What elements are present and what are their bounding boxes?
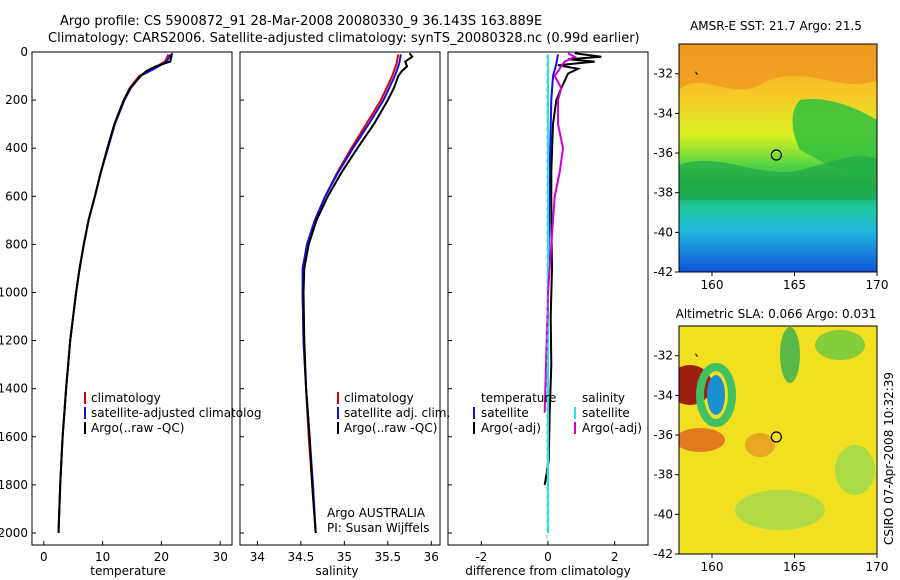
sla-axes: 160 165 170 -32 -34 -36 -38 -40 -42 [653, 349, 888, 574]
series-argo-raw-qc- [57, 53, 173, 534]
y-tick-label: 1200 [0, 334, 28, 348]
sst-map-title: AMSR-E SST: 21.7 Argo: 21.5 [690, 19, 862, 33]
legend-label-temp-argo: Argo(-adj) [481, 421, 541, 435]
map-y-tick-label: -32 [653, 67, 673, 81]
salinity-legend: climatology satellite adj. clim. Argo(..… [327, 391, 450, 535]
argo-position-marker [770, 149, 782, 161]
x-tick-label: 2 [611, 550, 619, 564]
annotation-pi: PI: Susan Wijffels [327, 521, 429, 535]
map-y-tick-label: -36 [653, 146, 673, 160]
map-y-tick-label: -42 [653, 265, 673, 279]
y-tick-label: 2000 [0, 526, 28, 540]
sla-green-patch-3 [735, 490, 825, 530]
y-tick-label: 400 [5, 141, 28, 155]
temperature-plot: 0 10 20 30 0 200 400 600 800 1000 1200 1400 1600 1800… [0, 45, 228, 564]
map-y-tick-label: -32 [653, 349, 673, 363]
difference-plot: -2 0 2 [448, 51, 619, 564]
salinity-panel [239, 51, 441, 546]
series-salinity-argo-adj- [543, 52, 577, 413]
y-tick-label: 800 [5, 237, 28, 251]
x-tick-label: 36 [424, 550, 439, 564]
figure-title-line2: Climatology: CARS2006. Satellite-adjuste… [48, 31, 640, 46]
legend-title-salinity: salinity [582, 391, 625, 405]
difference-legend: temperature satellite Argo(-adj) salinit… [473, 391, 642, 435]
sla-low-patch [707, 375, 725, 415]
sla-map-frame [678, 325, 878, 555]
map-x-tick-label: 165 [783, 560, 806, 574]
legend-label-satellite: satellite adj. clim. [344, 406, 450, 420]
sst-heatmap [679, 44, 877, 272]
map-x-tick-label: 170 [866, 560, 889, 574]
map-y-tick-label: -42 [653, 547, 673, 561]
map-y-tick-label: -40 [653, 225, 673, 239]
sla-orange-patch-2 [745, 433, 775, 457]
map-x-tick-label: 165 [783, 278, 806, 292]
sla-green-patch-1 [780, 327, 800, 383]
difference-xlabel: difference from climatology [465, 564, 631, 578]
y-tick-label: 200 [5, 93, 28, 107]
annotation-argo-australia: Argo AUSTRALIA [327, 506, 426, 520]
y-tick-label: 0 [20, 45, 28, 59]
y-tick-label: 1800 [0, 478, 28, 492]
map-y-tick-label: -34 [653, 106, 673, 120]
sla-low-ring [696, 363, 736, 427]
map-y-tick-label: -36 [653, 428, 673, 442]
legend-label-argo: Argo(..raw -QC) [344, 421, 437, 435]
map-x-tick-label: 170 [866, 278, 889, 292]
map-y-tick-label: -38 [653, 186, 673, 200]
x-tick-label: 0 [544, 550, 552, 564]
sst-front-patch [679, 155, 877, 200]
x-tick-label: 35.5 [374, 550, 401, 564]
legend-label-argo: Argo(..raw -QC) [91, 421, 184, 435]
map-y-tick-label: -40 [653, 507, 673, 521]
y-tick-label: 1600 [0, 430, 28, 444]
sla-green-patch-2 [815, 330, 865, 360]
legend-label-climatology: climatology [344, 391, 414, 405]
temperature-xlabel: temperature [90, 564, 165, 578]
map-y-tick-label: -38 [653, 468, 673, 482]
legend-label-temp-satellite: satellite [481, 406, 529, 420]
sla-map-title: Altimetric SLA: 0.066 Argo: 0.031 [676, 307, 877, 321]
y-tick-label: 600 [5, 189, 28, 203]
legend-label-sal-argo: Argo(-adj) [582, 421, 642, 435]
x-tick-label: -2 [475, 550, 487, 564]
island-mark [695, 353, 698, 358]
island-mark [695, 71, 698, 76]
x-tick-label: 20 [154, 550, 169, 564]
sla-orange-patch [679, 428, 725, 452]
salinity-plot: 34 34.5 35 35.5 36 [240, 51, 439, 564]
sst-map-frame [678, 43, 878, 273]
map-y-tick-label: -34 [653, 388, 673, 402]
temperature-panel [31, 51, 233, 546]
sst-warm-patch [679, 44, 877, 90]
legend-title-temperature: temperature [481, 391, 556, 405]
sst-axes: 160 165 170 -32 -34 -36 -38 -40 -42 [653, 67, 888, 292]
y-tick-label: 1000 [0, 285, 28, 299]
legend-label-sal-satellite: satellite [582, 406, 630, 420]
x-tick-label: 30 [213, 550, 228, 564]
sla-green-patch-4 [835, 445, 875, 495]
temperature-legend: climatology satellite-adjusted climatolo… [84, 391, 261, 435]
series-temperature-argo-adj- [543, 52, 602, 486]
footer-credit: CSIRO 07-Apr-2008 10:32:39 [882, 372, 896, 545]
figure-title-line1: Argo profile: CS 5900872_91 28-Mar-2008 … [60, 14, 542, 29]
argo-position-marker [770, 431, 782, 443]
y-tick-label: 1400 [0, 382, 28, 396]
map-x-tick-label: 160 [701, 278, 724, 292]
series-argo-raw-qc- [302, 52, 414, 534]
salinity-xlabel: salinity [315, 564, 358, 578]
legend-label-climatology: climatology [91, 391, 161, 405]
x-tick-label: 10 [95, 550, 110, 564]
x-tick-label: 0 [40, 550, 48, 564]
map-x-tick-label: 160 [701, 560, 724, 574]
sla-heatmap [679, 326, 877, 554]
x-tick-label: 34.5 [288, 550, 315, 564]
x-tick-label: 34 [250, 550, 265, 564]
x-tick-label: 35 [337, 550, 352, 564]
legend-label-satellite: satellite-adjusted climatolog [91, 406, 261, 420]
